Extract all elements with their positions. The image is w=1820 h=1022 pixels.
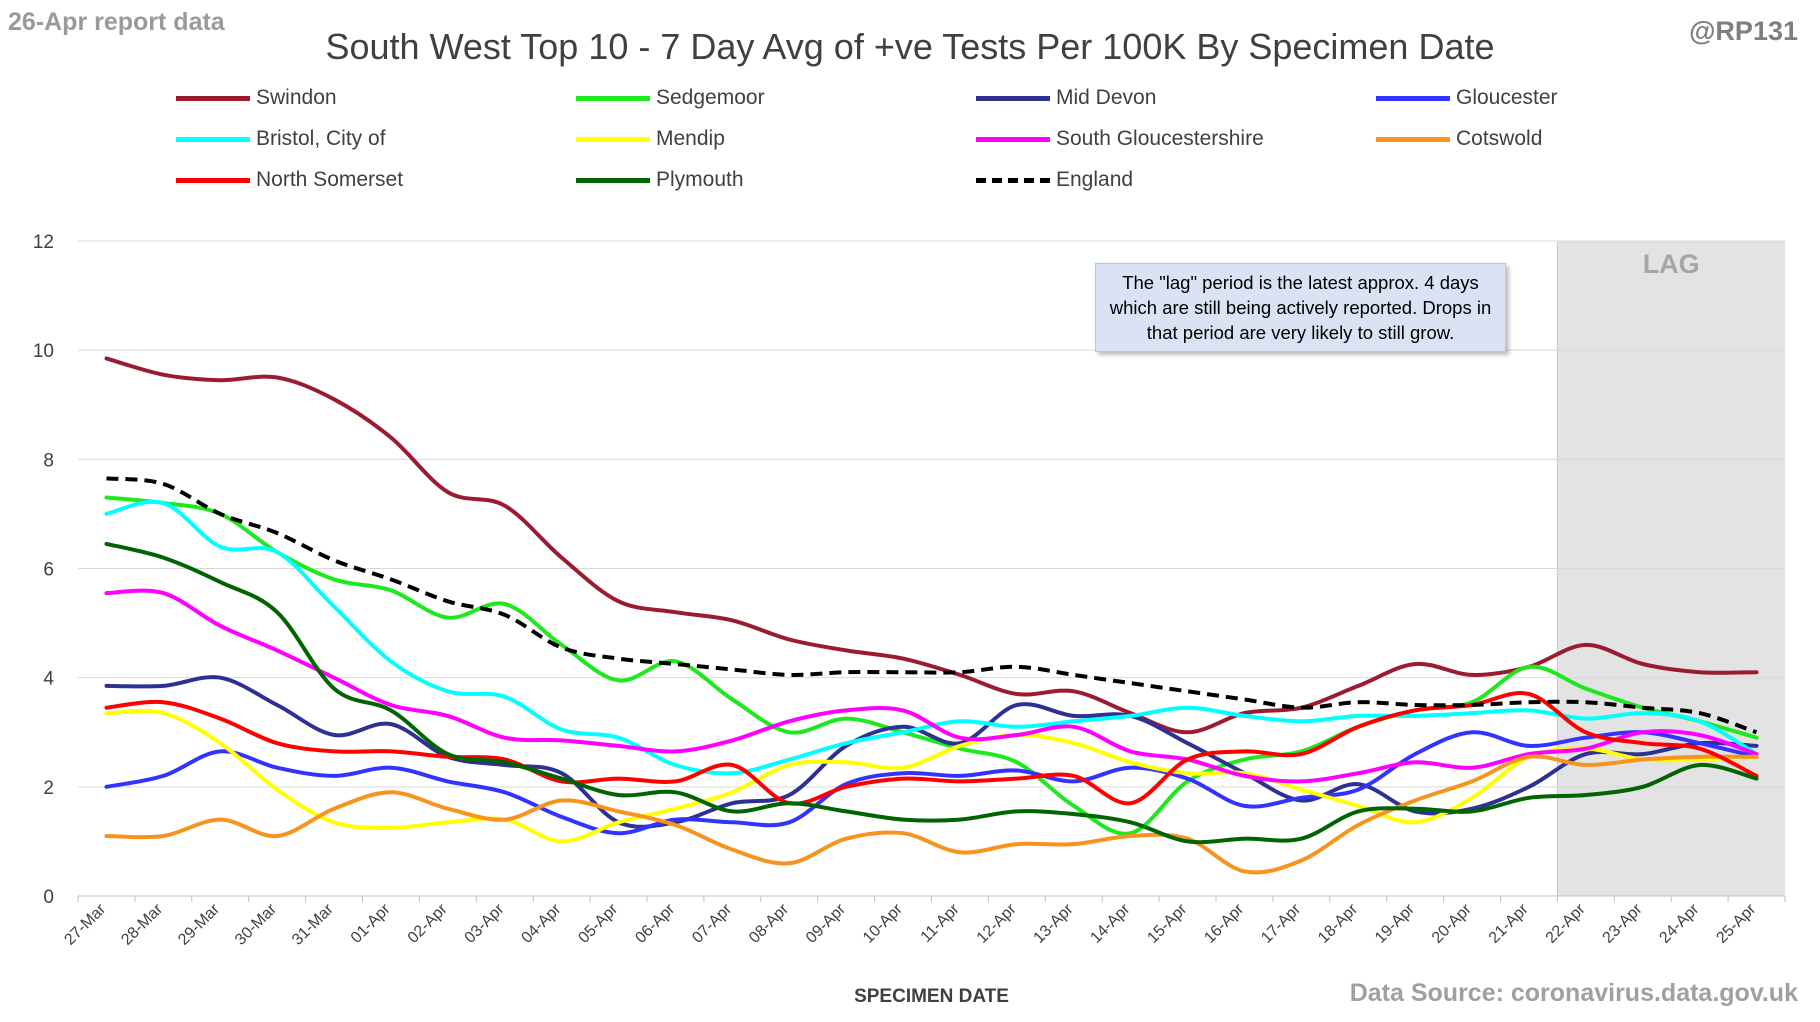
x-tick-label: 04-Apr	[518, 900, 564, 946]
x-tick-label: 01-Apr	[348, 900, 394, 946]
x-tick-label: 07-Apr	[689, 900, 735, 946]
x-tick-label: 18-Apr	[1315, 900, 1361, 946]
legend-label: England	[1056, 168, 1134, 191]
legend-item: Bristol, City of	[176, 124, 386, 154]
series-line-south-gloucestershire	[104, 588, 1759, 784]
legend-label: Gloucester	[1456, 86, 1558, 109]
lag-label: LAG	[1643, 249, 1700, 279]
x-tick-label: 16-Apr	[1201, 900, 1247, 946]
x-tick-label: 21-Apr	[1486, 900, 1532, 946]
legend-swatch	[976, 177, 1050, 183]
x-tick-label: 05-Apr	[575, 900, 621, 946]
series-line-swindon	[104, 356, 1759, 735]
x-tick-label: 10-Apr	[860, 900, 906, 946]
legend-label: Bristol, City of	[256, 127, 386, 150]
x-tick-label: 29-Mar	[175, 900, 223, 948]
legend-label: Mid Devon	[1056, 86, 1157, 109]
legend-label: Cotswold	[1456, 127, 1543, 150]
x-tick-label: 12-Apr	[974, 900, 1020, 946]
legend-swatch	[1376, 95, 1450, 101]
legend-item: South Gloucestershire	[976, 124, 1264, 154]
legend-swatch	[1376, 136, 1450, 142]
series-line-mendip	[104, 708, 1759, 844]
report-date-tag: 26-Apr report data	[8, 8, 225, 36]
y-tick-label: 2	[43, 778, 54, 799]
legend-item: Swindon	[176, 83, 337, 113]
series-line-mid-devon	[104, 675, 1759, 829]
x-tick-label: 14-Apr	[1087, 900, 1133, 946]
legend-item: Sedgemoor	[576, 83, 765, 113]
x-tick-label: 08-Apr	[746, 900, 792, 946]
lag-note-box: The "lag" period is the latest approx. 4…	[1095, 263, 1506, 352]
x-tick-label: 03-Apr	[462, 900, 508, 946]
x-tick-label: 09-Apr	[803, 900, 849, 946]
x-axis-label: SPECIMEN DATE	[854, 986, 1009, 1007]
series-line-england	[106, 476, 1758, 735]
y-tick-label: 4	[43, 669, 54, 690]
legend-swatch	[176, 136, 250, 142]
x-tick-label: 02-Apr	[405, 900, 451, 946]
series-line-sedgemoor	[104, 495, 1759, 836]
chart-title: South West Top 10 - 7 Day Avg of +ve Tes…	[325, 26, 1495, 67]
legend-item: North Somerset	[176, 165, 403, 195]
x-tick-label: 11-Apr	[918, 900, 964, 946]
x-tick-label: 25-Apr	[1713, 900, 1759, 946]
legend-item: Cotswold	[1376, 124, 1542, 154]
x-tick-label: 31-Mar	[289, 900, 337, 948]
y-tick-label: 10	[33, 341, 54, 362]
x-tick-label: 27-Mar	[61, 900, 109, 948]
y-tick-label: 12	[33, 232, 54, 253]
x-tick-label: 19-Apr	[1372, 900, 1418, 946]
y-tick-label: 0	[43, 887, 54, 908]
x-tick-label: 20-Apr	[1429, 900, 1475, 946]
series-line-gloucester	[104, 730, 1759, 836]
legend-swatch	[976, 136, 1050, 142]
legend-label: Swindon	[256, 86, 337, 109]
legend-label: Mendip	[656, 127, 725, 150]
legend-label: Plymouth	[656, 168, 744, 191]
legend-swatch	[976, 95, 1050, 101]
legend-item: Gloucester	[1376, 83, 1558, 113]
legend-swatch	[576, 95, 650, 101]
series-line-cotswold	[104, 754, 1759, 875]
series-line-plymouth	[104, 541, 1759, 845]
legend-item: Plymouth	[576, 165, 744, 195]
x-tick-label: 06-Apr	[632, 900, 678, 946]
x-tick-label: 28-Mar	[118, 900, 166, 948]
x-tick-label: 17-Apr	[1258, 900, 1304, 946]
x-tick-label: 22-Apr	[1543, 900, 1589, 946]
x-tick-label: 15-Apr	[1144, 900, 1190, 946]
y-tick-label: 8	[43, 450, 54, 471]
y-tick-label: 6	[43, 560, 54, 581]
x-tick-label: 23-Apr	[1600, 900, 1646, 946]
x-tick-label: 30-Mar	[232, 900, 280, 948]
legend-swatch	[176, 177, 250, 183]
legend-label: North Somerset	[256, 168, 404, 191]
legend-item: Mendip	[576, 124, 725, 154]
legend-swatch	[576, 177, 650, 183]
x-tick-label: 13-Apr	[1031, 900, 1077, 946]
legend-swatch	[176, 95, 250, 101]
x-tick-label: 24-Apr	[1656, 900, 1702, 946]
legend-label: South Gloucestershire	[1056, 127, 1264, 150]
data-source-text: Data Source: coronavirus.data.gov.uk	[1349, 979, 1798, 1007]
series-line-bristol-city-of	[104, 499, 1759, 776]
legend-item: Mid Devon	[976, 83, 1156, 113]
legend-label: Sedgemoor	[656, 86, 765, 109]
author-handle: @RP131	[1689, 16, 1798, 46]
legend-item: England	[976, 165, 1133, 195]
legend-swatch	[576, 136, 650, 142]
